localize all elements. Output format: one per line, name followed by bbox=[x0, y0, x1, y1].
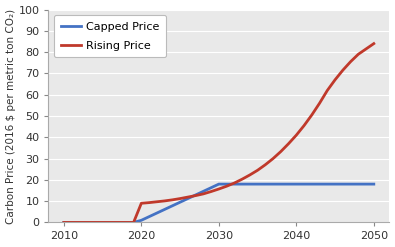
Capped Price bbox=[371, 183, 376, 185]
Rising Price bbox=[240, 178, 245, 181]
Rising Price bbox=[302, 124, 307, 127]
Rising Price bbox=[131, 221, 136, 224]
Capped Price bbox=[255, 183, 260, 185]
Rising Price bbox=[271, 157, 275, 160]
Rising Price bbox=[348, 60, 353, 63]
Rising Price bbox=[255, 169, 260, 172]
Rising Price bbox=[278, 150, 283, 153]
Rising Price bbox=[178, 197, 182, 200]
Rising Price bbox=[263, 163, 268, 166]
Capped Price bbox=[124, 221, 128, 224]
Line: Capped Price: Capped Price bbox=[64, 184, 374, 222]
Rising Price bbox=[340, 69, 345, 72]
Capped Price bbox=[333, 183, 337, 185]
Rising Price bbox=[333, 78, 337, 81]
Capped Price bbox=[216, 183, 221, 185]
Rising Price bbox=[162, 199, 167, 202]
Rising Price bbox=[294, 134, 299, 137]
Rising Price bbox=[209, 190, 213, 193]
Rising Price bbox=[224, 185, 229, 188]
Rising Price bbox=[147, 201, 151, 204]
Rising Price bbox=[317, 102, 322, 105]
Rising Price bbox=[232, 182, 237, 185]
Capped Price bbox=[62, 221, 66, 224]
Rising Price bbox=[124, 221, 128, 224]
Rising Price bbox=[193, 194, 198, 197]
Capped Price bbox=[139, 219, 144, 222]
Rising Price bbox=[216, 187, 221, 190]
Rising Price bbox=[286, 142, 291, 145]
Rising Price bbox=[325, 89, 330, 92]
Rising Price bbox=[186, 196, 190, 199]
Y-axis label: Carbon Price (2016 $ per metric ton CO₂): Carbon Price (2016 $ per metric ton CO₂) bbox=[6, 8, 15, 224]
Rising Price bbox=[364, 47, 369, 50]
Rising Price bbox=[154, 200, 159, 203]
Capped Price bbox=[294, 183, 299, 185]
Rising Price bbox=[139, 202, 144, 205]
Capped Price bbox=[178, 201, 182, 204]
Rising Price bbox=[371, 42, 376, 45]
Rising Price bbox=[62, 221, 66, 224]
Rising Price bbox=[170, 198, 175, 201]
Line: Rising Price: Rising Price bbox=[64, 44, 374, 222]
Rising Price bbox=[201, 192, 206, 195]
Legend: Capped Price, Rising Price: Capped Price, Rising Price bbox=[54, 15, 166, 57]
Rising Price bbox=[356, 53, 361, 56]
Rising Price bbox=[247, 173, 252, 176]
Rising Price bbox=[309, 113, 314, 116]
Capped Price bbox=[131, 221, 136, 224]
